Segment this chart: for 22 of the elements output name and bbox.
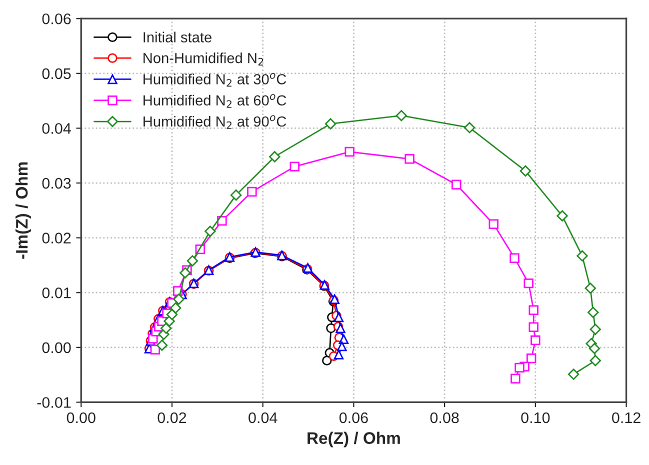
x-tick-label: 0.00 [66,412,96,424]
x-tick-label: 0.08 [430,412,459,424]
x-tick-label: 0.12 [612,412,640,424]
legend-label: Non-Humidified N$_{2}$ [144,52,264,66]
legend-label: Humidified N$_{2}$ at 90$^{o}$C [144,115,286,129]
x-tick-label: 0.02 [158,412,186,424]
y-tick-label: 0.06 [42,13,71,24]
y-tick-label: -0.01 [37,397,71,408]
legend-label: Humidified N$_{2}$ at 30$^{o}$C [144,72,286,87]
x-axis-title: Re(Z) / Ohm [308,432,400,448]
legend-label: Initial state [144,32,212,42]
y-tick-label: 0.02 [42,232,71,244]
y-tick-label: 0.04 [42,123,71,134]
legend-label: Humidified N$_{2}$ at 60$^{o}$C [144,94,286,108]
y-axis-title: -Im(Z) / Ohm [15,162,32,259]
y-tick-label: 0.03 [42,178,71,189]
x-tick-label: 0.10 [521,412,550,424]
y-tick-label: 0.00 [42,342,71,354]
y-tick-label: 0.05 [42,68,71,80]
x-tick-label: 0.04 [248,412,278,424]
y-tick-label: 0.01 [42,287,71,298]
x-tick-label: 0.06 [339,412,368,424]
